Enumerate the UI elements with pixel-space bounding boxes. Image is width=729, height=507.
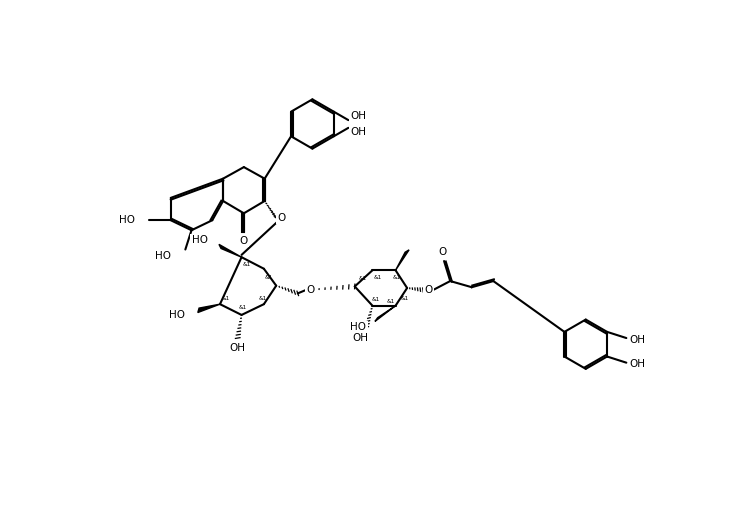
Polygon shape bbox=[396, 250, 409, 270]
Text: &1: &1 bbox=[265, 275, 273, 280]
Text: HO: HO bbox=[120, 215, 136, 225]
Text: &1: &1 bbox=[401, 296, 409, 301]
Text: &1: &1 bbox=[387, 299, 395, 304]
Text: &1: &1 bbox=[371, 297, 380, 302]
Text: OH: OH bbox=[629, 335, 645, 345]
Text: HO: HO bbox=[192, 235, 208, 245]
Text: OH: OH bbox=[352, 333, 368, 343]
Text: &1: &1 bbox=[374, 275, 382, 280]
Text: O: O bbox=[424, 285, 433, 295]
Text: &1: &1 bbox=[239, 305, 247, 310]
Polygon shape bbox=[219, 244, 241, 257]
Text: O: O bbox=[438, 247, 447, 257]
Text: O: O bbox=[278, 213, 286, 223]
Text: HO: HO bbox=[155, 250, 171, 261]
Text: HO: HO bbox=[351, 322, 366, 332]
Text: &1: &1 bbox=[359, 276, 367, 281]
Text: &1: &1 bbox=[243, 263, 251, 267]
Text: OH: OH bbox=[350, 127, 366, 137]
Polygon shape bbox=[198, 304, 220, 312]
Polygon shape bbox=[375, 306, 396, 321]
Text: &1: &1 bbox=[393, 275, 401, 280]
Text: OH: OH bbox=[350, 111, 366, 121]
Text: &1: &1 bbox=[258, 296, 267, 301]
Text: O: O bbox=[306, 284, 314, 295]
Text: OH: OH bbox=[230, 343, 246, 353]
Text: OH: OH bbox=[629, 359, 645, 369]
Text: O: O bbox=[240, 236, 248, 246]
Text: HO: HO bbox=[168, 310, 184, 320]
Text: &1: &1 bbox=[222, 296, 230, 301]
